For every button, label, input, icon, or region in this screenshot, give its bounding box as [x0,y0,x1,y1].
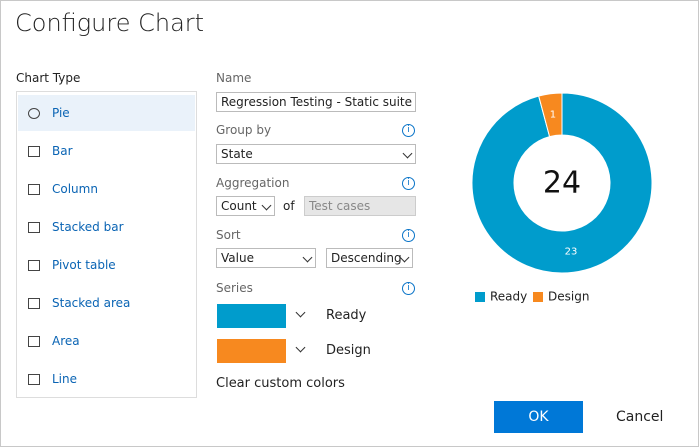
aggregation-field: Test cases [304,196,416,216]
legend-label: Design [548,290,589,304]
series-name: Ready [326,308,367,323]
chart-type-option[interactable]: Column [18,171,195,207]
chart-type-icon [28,336,40,347]
aggregation-label: Aggregation [216,176,290,190]
donut-total: 24 [543,166,581,201]
ok-button[interactable]: OK [494,401,583,433]
sort-order: Descending [331,251,402,265]
chart-type-option[interactable]: Stacked bar [18,209,195,245]
series-label: Series [216,281,253,295]
sort-value: Value [221,251,254,265]
chart-type-icon [28,222,40,233]
chart-type-option[interactable]: Line [18,361,195,397]
chart-type-icon [28,260,40,271]
chart-type-option[interactable]: Area [18,323,195,359]
chart-type-name: Stacked area [52,296,131,310]
of-text: of [283,199,295,213]
series-swatch[interactable] [217,339,286,363]
chart-type-icon [28,146,40,157]
donut-chart: 23 Ready 1 Design 24 [471,92,653,304]
chart-type-list: Pie Bar Column Stacked bar Pivot table Stacke… [16,91,197,398]
donut-value-label: 23 [565,246,578,257]
series-swatch[interactable] [217,304,286,328]
cancel-button[interactable]: Cancel [616,409,664,425]
group-by-select[interactable]: State [216,144,416,164]
chart-type-name: Line [52,372,78,386]
chart-type-option[interactable]: Pivot table [18,247,195,283]
chart-type-name: Column [52,182,98,196]
info-icon[interactable]: i [402,124,415,137]
chart-type-icon [28,298,40,309]
group-by-value: State [221,147,253,161]
chart-type-option[interactable]: Bar [18,133,195,169]
chart-type-label: Chart Type [16,71,81,85]
chart-type-icon [28,184,40,195]
chart-type-icon [28,108,40,119]
chart-type-icon [28,374,40,385]
chart-type-name: Stacked bar [52,220,124,234]
legend-swatch [533,292,543,302]
info-icon[interactable]: i [402,177,415,190]
series-chevron[interactable] [295,307,306,318]
chart-type-name: Pivot table [52,258,116,272]
name-input[interactable]: Regression Testing - Static suite - Ch [216,92,416,112]
info-icon[interactable]: i [402,282,415,295]
chart-type-option[interactable]: Stacked area [18,285,195,321]
info-icon[interactable]: i [402,229,415,242]
chart-type-name: Area [52,334,80,348]
series-name: Design [326,343,371,358]
sort-select[interactable]: Value [216,248,316,268]
dialog-title: Configure Chart [15,9,205,37]
name-label: Name [216,71,252,85]
clear-colors[interactable]: Clear custom colors [216,376,345,391]
sort-order-select[interactable]: Descending [326,248,413,268]
series-chevron[interactable] [295,342,306,353]
legend-label: Ready [490,290,527,304]
chart-type-name: Bar [52,144,73,158]
group-by-label: Group by [216,123,272,137]
sort-label: Sort [216,228,241,242]
donut-segment [538,92,563,138]
aggregation-value: Count [221,199,257,213]
donut-value-label: 1 [550,110,556,121]
chart-type-option[interactable]: Pie [18,95,195,131]
legend-swatch [475,292,485,302]
donut-segment [471,92,653,274]
chart-type-name: Pie [52,106,70,120]
aggregation-select[interactable]: Count [216,196,275,216]
